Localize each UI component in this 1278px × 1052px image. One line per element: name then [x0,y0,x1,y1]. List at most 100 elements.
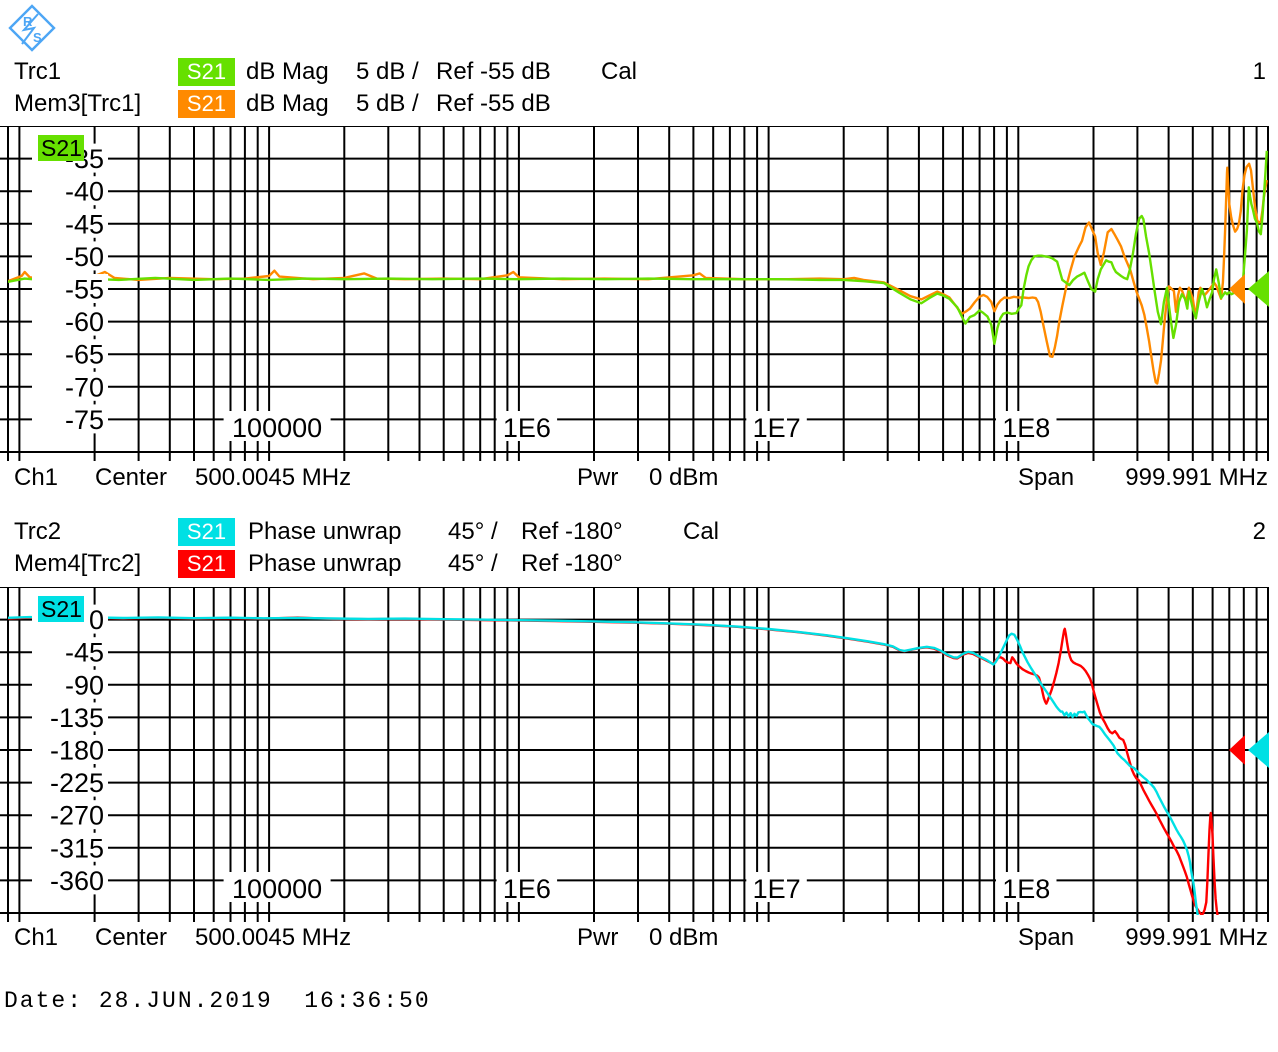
y-axis-label: -75 [32,404,108,435]
svg-text:-180: -180 [50,736,104,766]
s21-badge-trc2[interactable]: S21 [178,518,235,546]
trace-format: Phase unwrap [248,518,402,545]
s21-badge-mem4[interactable]: S21 [178,550,235,578]
y-axis-label: -65 [32,339,108,370]
channel-label: Ch1 [14,464,59,491]
trace-name[interactable]: Trc2 [14,518,62,545]
trace-cal-flag: Cal [683,518,720,545]
power-label[interactable]: Pwr [577,464,619,491]
svg-text:R: R [23,14,33,29]
mem4-ref-marker[interactable] [1229,735,1245,765]
grid [0,587,1269,922]
x-axis-label: 1E6 [496,411,558,443]
svg-text:-270: -270 [50,801,104,831]
mem3-ref-marker[interactable] [1229,274,1245,304]
trace-ref: Ref -180° [521,518,623,545]
svg-text:100000: 100000 [232,874,322,904]
y-axis-label: -135 [32,702,108,733]
s21-badge-trc1[interactable]: S21 [178,58,235,86]
trace-name[interactable]: Mem3[Trc1] [14,90,142,117]
trc1-ref-marker[interactable] [1248,271,1269,307]
svg-text:S21: S21 [41,135,82,161]
y-axis-label: -360 [32,865,108,896]
svg-text:100000: 100000 [232,413,322,443]
svg-text:S21: S21 [41,596,82,622]
trace-header-trc2[interactable]: Trc2 S21 Phase unwrap 45° / Ref -180° Ca… [0,518,1278,548]
trace-name[interactable]: Mem4[Trc2] [14,550,142,577]
svg-text:-60: -60 [65,307,104,337]
y-axis-label: -225 [32,767,108,798]
trace-header-trc1[interactable]: Trc1 S21 dB Mag 5 dB / Ref -55 dB Cal 1 [0,58,1278,88]
center-label[interactable]: Center [95,924,168,951]
power-value[interactable]: 0 dBm [649,464,719,491]
svg-text:1E7: 1E7 [753,413,801,443]
grid [0,126,1269,461]
y-axis-label: -45 [32,208,108,239]
svg-text:-225: -225 [50,768,104,798]
trace-name[interactable]: Trc1 [14,58,62,85]
svg-text:-45: -45 [65,638,104,668]
rs-logo: R S [8,4,56,52]
svg-text:-45: -45 [65,209,104,239]
trace-header-mem4[interactable]: Mem4[Trc2] S21 Phase unwrap 45° / Ref -1… [0,550,1278,580]
svg-text:-65: -65 [65,340,104,370]
trace-Trc1[interactable] [8,150,1268,345]
diagram-number-2: 2 [1252,518,1266,545]
span-value[interactable]: 999.991 MHz [1125,464,1268,491]
trace-scale: 5 dB / [356,58,419,85]
trace-scale: 45° / [448,550,498,577]
y-axis-label: -40 [32,176,108,207]
s21-badge-mem3[interactable]: S21 [178,90,235,118]
power-label[interactable]: Pwr [577,924,619,951]
channel-footer-2: Ch1 Center 500.0045 MHz Pwr 0 dBm Span 9… [0,924,1278,954]
svg-text:-55: -55 [65,275,104,305]
trc2-ref-marker[interactable] [1248,732,1269,768]
center-value[interactable]: 500.0045 MHz [195,464,352,491]
svg-text:-40: -40 [65,177,104,207]
svg-text:-90: -90 [65,670,104,700]
date-line: Date: 28.JUN.2019 16:36:50 [4,988,431,1014]
channel-label: Ch1 [14,924,59,951]
x-axis-label: 1E7 [746,872,807,904]
trace-scale: 45° / [448,518,498,545]
y-axis-label: -50 [32,241,108,272]
power-value[interactable]: 0 dBm [649,924,719,951]
channel-footer-1: Ch1 Center 500.0045 MHz Pwr 0 dBm Span 9… [0,464,1278,494]
svg-text:S: S [33,30,42,45]
span-label[interactable]: Span [1018,924,1075,951]
trace-format: Phase unwrap [248,550,402,577]
y-axis-label: -60 [32,306,108,337]
svg-text:1E8: 1E8 [1002,413,1050,443]
trace-Trc2[interactable] [8,615,1199,918]
y-axis-label: -45 [32,637,108,668]
svg-text:-70: -70 [65,372,104,402]
svg-text:-315: -315 [50,833,104,863]
x-axis-label: 1E8 [996,411,1057,443]
svg-text:-75: -75 [65,405,104,435]
rs-logo-graphic: R S [8,4,56,52]
svg-text:-50: -50 [65,242,104,272]
trace-badge[interactable]: S21 [38,596,84,622]
x-axis-label: 1E6 [496,872,558,904]
trace-scale: 5 dB / [356,90,419,117]
trace-format: dB Mag [246,90,329,117]
trace-badge[interactable]: S21 [38,135,84,161]
trace-format: dB Mag [246,58,329,85]
trace-cal-flag: Cal [601,58,638,85]
center-label[interactable]: Center [95,464,168,491]
magnitude-chart[interactable]: 100000 1E6 1E7 1E8-35-40-45-50-55-60-65-70-… [0,126,1278,466]
x-axis-label: 1E8 [996,872,1057,904]
svg-text:0: 0 [89,605,104,635]
x-axis-label: 1E7 [746,411,807,443]
svg-text:-360: -360 [50,866,104,896]
trace-ref: Ref -55 dB [436,58,551,85]
y-axis-label: -55 [32,274,108,305]
svg-text:1E7: 1E7 [753,874,801,904]
svg-text:-135: -135 [50,703,104,733]
span-value[interactable]: 999.991 MHz [1125,924,1268,951]
phase-chart[interactable]: 100000 1E6 1E7 1E80-45-90-135-180-225-270-3… [0,587,1278,927]
span-label[interactable]: Span [1018,464,1075,491]
svg-text:1E6: 1E6 [503,874,551,904]
trace-header-mem3[interactable]: Mem3[Trc1] S21 dB Mag 5 dB / Ref -55 dB [0,90,1278,120]
center-value[interactable]: 500.0045 MHz [195,924,352,951]
